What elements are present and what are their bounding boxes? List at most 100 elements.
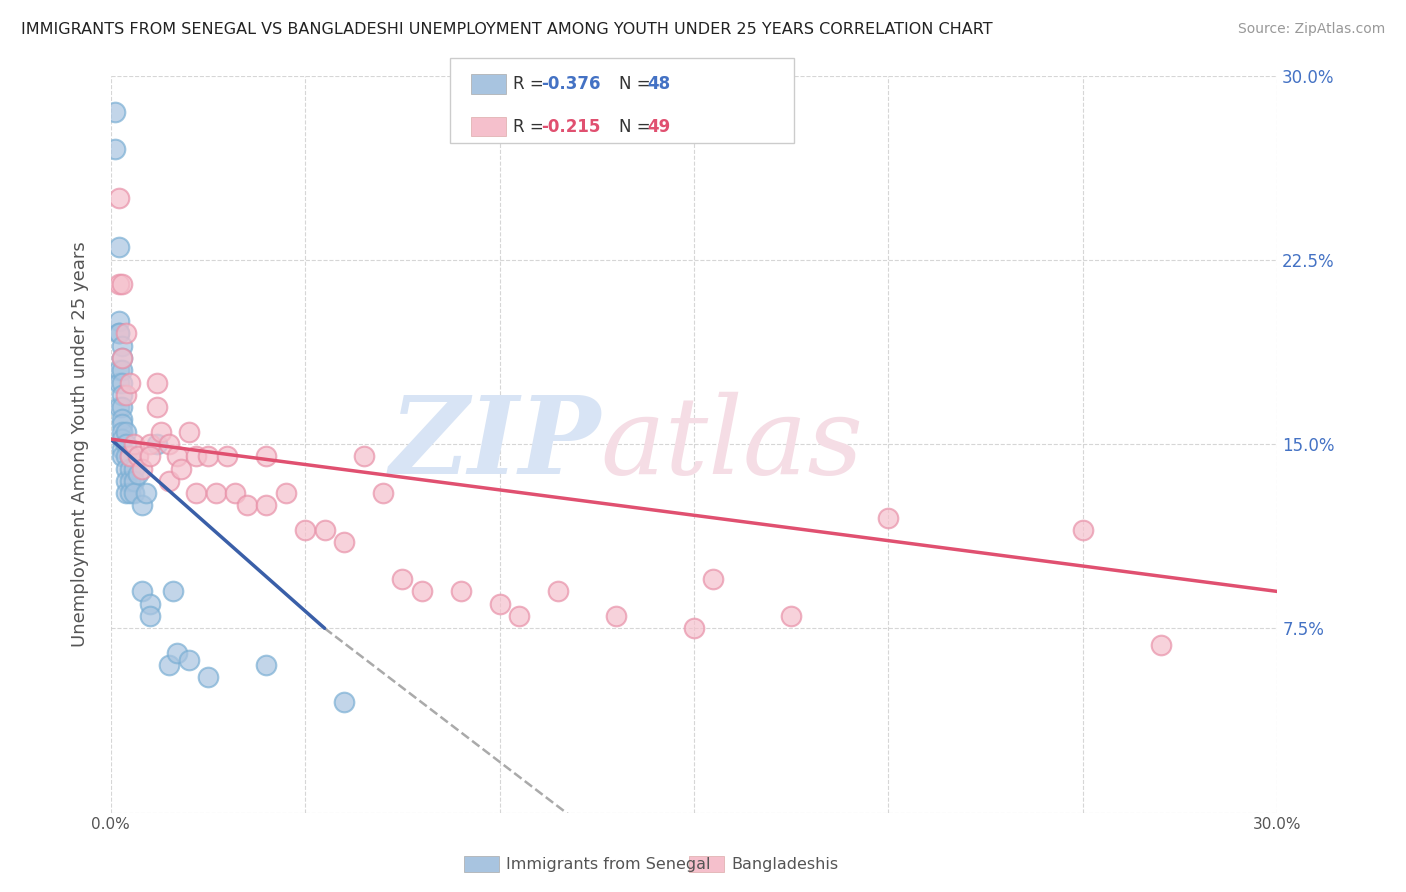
Point xyxy=(115,437,138,451)
Point xyxy=(115,486,138,500)
Point xyxy=(107,376,129,390)
Point xyxy=(111,339,134,353)
Point xyxy=(186,486,208,500)
Point xyxy=(111,400,134,414)
Text: N =: N = xyxy=(619,118,655,136)
Point xyxy=(197,670,219,684)
Point xyxy=(120,461,142,475)
Point xyxy=(353,450,375,464)
Point xyxy=(107,363,129,377)
Point xyxy=(115,450,138,464)
Point xyxy=(107,326,129,341)
Point xyxy=(177,425,200,439)
Point xyxy=(254,450,277,464)
Point xyxy=(115,461,138,475)
Y-axis label: Unemployment Among Youth under 25 years: Unemployment Among Youth under 25 years xyxy=(72,241,89,647)
Point xyxy=(127,450,149,464)
Point xyxy=(702,572,724,586)
Point xyxy=(107,277,129,292)
Point xyxy=(1149,639,1171,653)
Point xyxy=(157,474,180,488)
Point xyxy=(371,486,394,500)
Point xyxy=(115,388,138,402)
Point xyxy=(186,450,208,464)
Point xyxy=(111,363,134,377)
Point xyxy=(111,388,134,402)
Point xyxy=(131,584,153,599)
Point xyxy=(877,510,900,524)
Point xyxy=(138,450,160,464)
Point xyxy=(135,486,157,500)
Point xyxy=(122,437,145,451)
Point xyxy=(122,461,145,475)
Point xyxy=(170,461,193,475)
Point xyxy=(111,417,134,432)
Point xyxy=(146,376,169,390)
Point xyxy=(115,474,138,488)
Text: IMMIGRANTS FROM SENEGAL VS BANGLADESHI UNEMPLOYMENT AMONG YOUTH UNDER 25 YEARS C: IMMIGRANTS FROM SENEGAL VS BANGLADESHI U… xyxy=(21,22,993,37)
Point xyxy=(138,437,160,451)
Point xyxy=(166,646,188,660)
Point xyxy=(488,597,510,611)
Point xyxy=(107,400,129,414)
Point xyxy=(107,191,129,205)
Point xyxy=(111,351,134,365)
Point xyxy=(157,437,180,451)
Point xyxy=(177,653,200,667)
Point xyxy=(122,474,145,488)
Point xyxy=(150,425,173,439)
Text: R =: R = xyxy=(513,118,550,136)
Point xyxy=(138,597,160,611)
Point xyxy=(146,400,169,414)
Text: Source: ZipAtlas.com: Source: ZipAtlas.com xyxy=(1237,22,1385,37)
Point xyxy=(120,474,142,488)
Point xyxy=(197,450,219,464)
Point xyxy=(162,584,184,599)
Point xyxy=(111,277,134,292)
Point xyxy=(683,621,706,635)
Point xyxy=(547,584,569,599)
Text: Immigrants from Senegal: Immigrants from Senegal xyxy=(506,857,710,871)
Text: -0.376: -0.376 xyxy=(541,75,600,93)
Point xyxy=(450,584,472,599)
Point xyxy=(333,535,356,549)
Point xyxy=(166,450,188,464)
Point xyxy=(236,499,259,513)
Point xyxy=(104,105,127,120)
Point xyxy=(157,658,180,673)
Point xyxy=(111,432,134,446)
Text: Bangladeshis: Bangladeshis xyxy=(731,857,838,871)
Point xyxy=(605,609,627,624)
Point xyxy=(131,499,153,513)
Text: -0.215: -0.215 xyxy=(541,118,600,136)
Point xyxy=(107,326,129,341)
Point xyxy=(204,486,226,500)
Point xyxy=(274,486,297,500)
Point xyxy=(294,523,316,537)
Point xyxy=(111,412,134,426)
Point xyxy=(115,425,138,439)
Point xyxy=(104,142,127,156)
Point xyxy=(780,609,803,624)
Text: ZIP: ZIP xyxy=(389,391,600,497)
Point xyxy=(111,450,134,464)
Point xyxy=(120,450,142,464)
Text: N =: N = xyxy=(619,75,655,93)
Point xyxy=(254,658,277,673)
Point xyxy=(111,351,134,365)
Point xyxy=(120,450,142,464)
Point xyxy=(127,467,149,481)
Point xyxy=(107,240,129,254)
Point xyxy=(120,376,142,390)
Point xyxy=(411,584,433,599)
Point xyxy=(107,314,129,328)
Point xyxy=(115,326,138,341)
Point xyxy=(391,572,413,586)
Point xyxy=(333,695,356,709)
Point xyxy=(111,376,134,390)
Point xyxy=(254,499,277,513)
Point xyxy=(111,425,134,439)
Point xyxy=(122,486,145,500)
Point xyxy=(138,609,160,624)
Point xyxy=(146,437,169,451)
